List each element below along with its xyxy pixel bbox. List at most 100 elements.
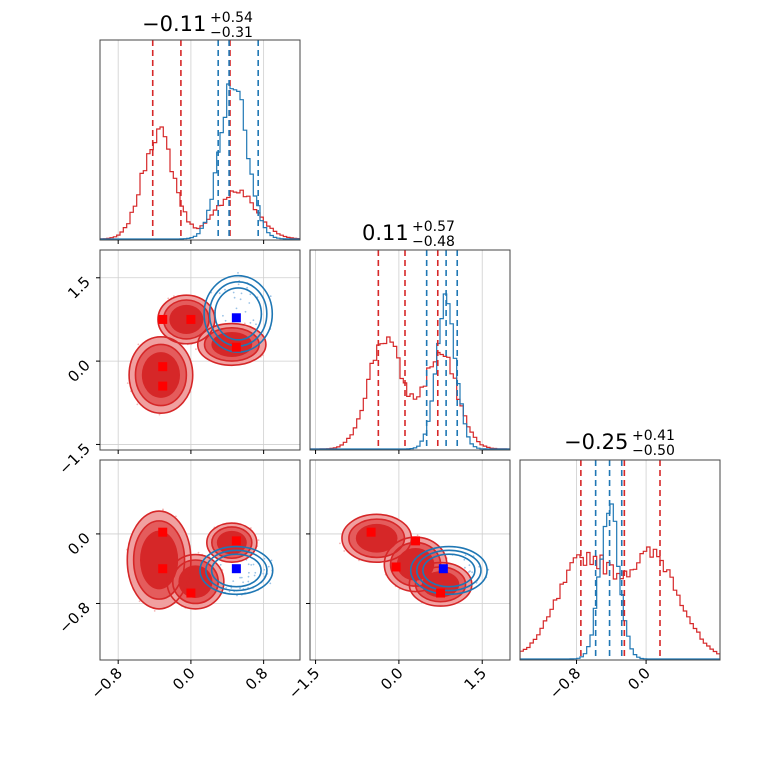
contour-mid-red (211, 526, 253, 560)
sample-dot (224, 319, 227, 322)
sample-dot (250, 527, 252, 529)
contour-mid-red (134, 343, 188, 407)
sample-dot (233, 296, 236, 299)
sample-dot (471, 571, 473, 574)
title-param-2-sup: +0.57 (412, 219, 455, 235)
sample-dot (339, 542, 341, 545)
tick-label-y: −1.5 (55, 440, 93, 478)
sample-dot (239, 298, 242, 301)
marker-blue (231, 564, 241, 574)
contour-outer-blue (203, 274, 274, 353)
sample-dot (239, 587, 241, 590)
sample-dot (475, 581, 478, 584)
sample-dot (224, 288, 226, 291)
sample-dot (126, 382, 129, 384)
sample-dot (252, 319, 255, 322)
sample-dot (250, 564, 253, 566)
contour-mid-blue (416, 549, 482, 592)
sample-dot (195, 348, 197, 351)
marker-red (158, 381, 168, 391)
sample-dot (247, 580, 250, 583)
sample-dot (262, 572, 265, 575)
marker-red (158, 314, 168, 324)
title-param-3-main: −0.25 (564, 430, 628, 454)
histogram-red (100, 126, 300, 240)
sample-dot (249, 322, 252, 324)
sample-dot (246, 286, 249, 289)
panel-2-1 (306, 459, 511, 664)
sample-dot (235, 307, 238, 310)
sample-dot (240, 292, 243, 295)
contour-outer-blue (199, 545, 274, 596)
contour-outer-blue (409, 545, 488, 596)
tick-label-x: 0.0 (377, 664, 407, 694)
sample-dot (468, 564, 471, 567)
sample-dot (463, 558, 466, 561)
histogram-blue (310, 293, 510, 450)
contour-inner-blue (210, 553, 262, 588)
sample-dot (138, 600, 141, 603)
sample-dot (218, 292, 221, 295)
histogram-blue (520, 503, 720, 660)
marker-red (231, 536, 241, 546)
sample-dot (237, 272, 239, 274)
sample-dot (248, 571, 250, 574)
density-inner-red (355, 523, 398, 553)
marker-red (391, 562, 401, 572)
tick-label-x: 1.5 (460, 664, 490, 694)
sample-dot (248, 302, 251, 304)
sample-dot (263, 557, 266, 560)
tick-label-x: −1.5 (285, 664, 323, 702)
tick-label-y: 0.0 (64, 356, 94, 386)
panel-1-0 (96, 249, 301, 454)
contour-outer-red (166, 553, 225, 610)
tick-label-x: −0.8 (88, 664, 126, 702)
sample-dot (167, 297, 170, 300)
contour-inner-blue (214, 287, 263, 341)
sample-dot (225, 587, 228, 589)
contour-outer-red (128, 336, 194, 414)
sample-dot (257, 539, 260, 541)
contour-mid-red (132, 520, 186, 600)
sample-dot (242, 581, 245, 584)
sample-dot (197, 551, 200, 554)
title-param-1-main: −0.11 (142, 12, 206, 36)
title-param-3-sup: +0.41 (632, 428, 675, 444)
density-inner-red (141, 352, 180, 398)
sample-dot (469, 570, 471, 573)
marker-red (366, 527, 376, 537)
sample-dot (232, 580, 235, 582)
sample-dot (343, 550, 346, 552)
panel-frame (309, 249, 511, 451)
title-param-2-sub: −0.48 (412, 234, 455, 250)
tick-label-x: −0.8 (546, 664, 584, 702)
marker-red (436, 588, 446, 598)
marker-blue (438, 564, 448, 574)
marker-red (231, 342, 241, 352)
histogram-red (310, 336, 510, 450)
marker-red (158, 564, 168, 574)
sample-dot (269, 295, 272, 298)
sample-dot (158, 413, 161, 416)
tick-label-x: 0.8 (242, 664, 272, 694)
contour-mid-red (348, 518, 406, 559)
contour-mid-blue (205, 549, 268, 592)
sample-dot (232, 291, 235, 294)
title-param-1-sub: −0.31 (210, 25, 253, 41)
sample-dot (249, 293, 252, 296)
marker-red (158, 362, 168, 372)
panel-frame (309, 459, 511, 661)
sample-dot (416, 534, 419, 537)
sample-dot (237, 283, 240, 286)
marker-red (186, 314, 196, 324)
sample-dot (269, 582, 272, 585)
title-param-3-sub: −0.50 (632, 443, 675, 459)
tick-label-x: 0.0 (169, 664, 199, 694)
title-param-1: −0.11 (142, 12, 206, 36)
sample-dot (153, 610, 156, 612)
sample-dot (247, 575, 250, 578)
sample-dot (247, 563, 250, 566)
sample-dot (136, 403, 139, 406)
sample-dot (255, 323, 257, 326)
panel-2-2 (519, 459, 721, 664)
